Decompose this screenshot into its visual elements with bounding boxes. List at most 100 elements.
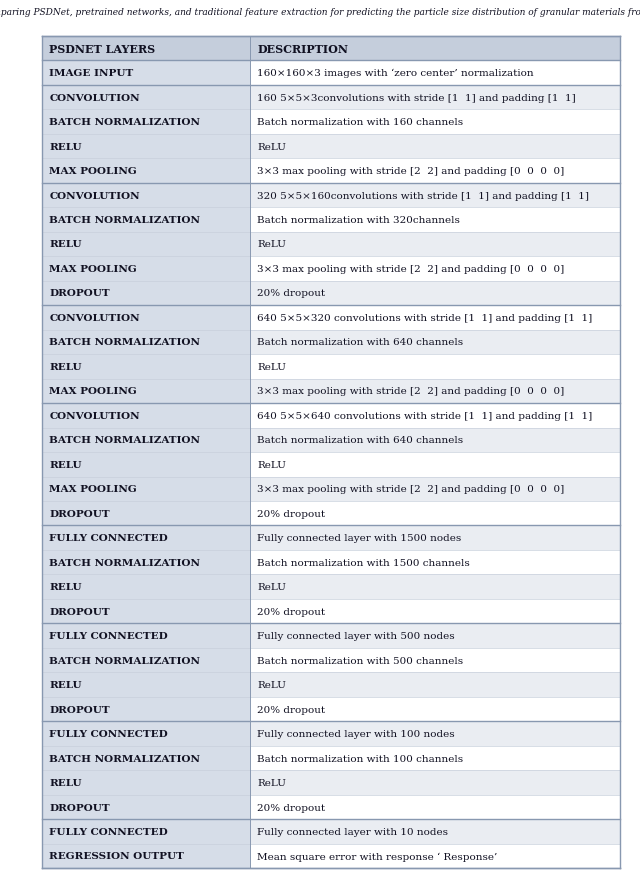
Bar <box>250 183 620 208</box>
Text: BATCH NORMALIZATION: BATCH NORMALIZATION <box>49 753 200 763</box>
Bar <box>42 403 250 428</box>
Text: MAX POOLING: MAX POOLING <box>49 265 137 274</box>
Text: Batch normalization with 320channels: Batch normalization with 320channels <box>257 216 460 225</box>
Bar <box>42 526 250 551</box>
Text: 3×3 max pooling with stride [2  2] and padding [0  0  0  0]: 3×3 max pooling with stride [2 2] and pa… <box>257 387 564 396</box>
Text: 20% dropout: 20% dropout <box>257 289 326 298</box>
Bar <box>250 746 620 770</box>
Bar <box>42 379 250 403</box>
Bar <box>250 477 620 502</box>
Text: BATCH NORMALIZATION: BATCH NORMALIZATION <box>49 558 200 567</box>
Text: DROPOUT: DROPOUT <box>49 802 110 811</box>
Text: ReLU: ReLU <box>257 240 286 249</box>
Text: MAX POOLING: MAX POOLING <box>49 485 137 494</box>
Text: ReLU: ReLU <box>257 681 286 689</box>
Bar <box>250 331 620 354</box>
Text: 20% dropout: 20% dropout <box>257 705 326 714</box>
Text: Fully connected layer with 100 nodes: Fully connected layer with 100 nodes <box>257 730 455 738</box>
Text: DROPOUT: DROPOUT <box>49 607 110 616</box>
Text: RELU: RELU <box>49 240 82 249</box>
Text: ReLU: ReLU <box>257 142 286 152</box>
Bar <box>42 551 250 574</box>
Text: 640 5×5×320 convolutions with stride [1  1] and padding [1  1]: 640 5×5×320 convolutions with stride [1 … <box>257 314 593 323</box>
Text: Fully connected layer with 500 nodes: Fully connected layer with 500 nodes <box>257 631 455 640</box>
Bar <box>42 306 250 331</box>
Bar <box>250 770 620 795</box>
Text: 3×3 max pooling with stride [2  2] and padding [0  0  0  0]: 3×3 max pooling with stride [2 2] and pa… <box>257 167 564 175</box>
Text: MAX POOLING: MAX POOLING <box>49 387 137 396</box>
Text: DROPOUT: DROPOUT <box>49 510 110 518</box>
Text: BATCH NORMALIZATION: BATCH NORMALIZATION <box>49 338 200 347</box>
Bar <box>250 232 620 257</box>
Bar <box>42 183 250 208</box>
Text: Batch normalization with 160 channels: Batch normalization with 160 channels <box>257 118 463 127</box>
Bar <box>250 574 620 599</box>
Bar <box>42 770 250 795</box>
Text: BATCH NORMALIZATION: BATCH NORMALIZATION <box>49 118 200 127</box>
Bar <box>250 257 620 282</box>
Text: Batch normalization with 100 channels: Batch normalization with 100 channels <box>257 753 463 763</box>
Text: DROPOUT: DROPOUT <box>49 289 110 298</box>
Text: Batch normalization with 500 channels: Batch normalization with 500 channels <box>257 656 463 665</box>
Text: RELU: RELU <box>49 582 82 591</box>
Bar <box>42 795 250 819</box>
Text: 160 5×5×3convolutions with stride [1  1] and padding [1  1]: 160 5×5×3convolutions with stride [1 1] … <box>257 94 576 103</box>
Text: RELU: RELU <box>49 460 82 469</box>
Text: FULLY CONNECTED: FULLY CONNECTED <box>49 827 168 836</box>
Text: 160×160×3 images with ‘zero center’ normalization: 160×160×3 images with ‘zero center’ norm… <box>257 69 534 78</box>
Bar <box>42 37 620 61</box>
Bar <box>250 135 620 159</box>
Text: Fully connected layer with 1500 nodes: Fully connected layer with 1500 nodes <box>257 533 461 543</box>
Text: CONVOLUTION: CONVOLUTION <box>49 411 140 420</box>
Text: ReLU: ReLU <box>257 778 286 788</box>
Bar <box>42 453 250 477</box>
Bar <box>42 673 250 697</box>
Text: 3×3 max pooling with stride [2  2] and padding [0  0  0  0]: 3×3 max pooling with stride [2 2] and pa… <box>257 485 564 494</box>
Bar <box>250 819 620 844</box>
Bar <box>42 282 250 306</box>
Bar <box>250 403 620 428</box>
Text: IMAGE INPUT: IMAGE INPUT <box>49 69 134 78</box>
Bar <box>42 819 250 844</box>
Bar <box>42 648 250 673</box>
Bar <box>42 232 250 257</box>
Text: DROPOUT: DROPOUT <box>49 705 110 714</box>
Text: RELU: RELU <box>49 681 82 689</box>
Bar <box>250 111 620 135</box>
Text: CONVOLUTION: CONVOLUTION <box>49 314 140 323</box>
Text: FULLY CONNECTED: FULLY CONNECTED <box>49 533 168 543</box>
Bar <box>42 477 250 502</box>
Bar <box>42 86 250 111</box>
Text: 640 5×5×640 convolutions with stride [1  1] and padding [1  1]: 640 5×5×640 convolutions with stride [1 … <box>257 411 593 420</box>
Bar <box>42 844 250 868</box>
Text: CONVOLUTION: CONVOLUTION <box>49 94 140 103</box>
Text: BATCH NORMALIZATION: BATCH NORMALIZATION <box>49 436 200 445</box>
Bar <box>250 86 620 111</box>
Bar <box>42 135 250 159</box>
Bar <box>250 551 620 574</box>
Bar <box>42 428 250 453</box>
Bar <box>42 599 250 624</box>
Text: Mean square error with response ‘ Response’: Mean square error with response ‘ Respon… <box>257 852 498 860</box>
Bar <box>250 306 620 331</box>
Text: RELU: RELU <box>49 778 82 788</box>
Text: Batch normalization with 640 channels: Batch normalization with 640 channels <box>257 436 463 445</box>
Bar <box>42 697 250 722</box>
Bar <box>42 746 250 770</box>
Bar <box>42 574 250 599</box>
Bar <box>250 673 620 697</box>
Text: Fully connected layer with 10 nodes: Fully connected layer with 10 nodes <box>257 827 449 836</box>
Text: MAX POOLING: MAX POOLING <box>49 167 137 175</box>
Text: FULLY CONNECTED: FULLY CONNECTED <box>49 631 168 640</box>
Text: 3×3 max pooling with stride [2  2] and padding [0  0  0  0]: 3×3 max pooling with stride [2 2] and pa… <box>257 265 564 274</box>
Bar <box>250 453 620 477</box>
Bar <box>250 795 620 819</box>
Bar <box>250 61 620 86</box>
Text: 320 5×5×160convolutions with stride [1  1] and padding [1  1]: 320 5×5×160convolutions with stride [1 1… <box>257 191 589 200</box>
Bar <box>250 844 620 868</box>
Text: REGRESSION OUTPUT: REGRESSION OUTPUT <box>49 852 184 860</box>
Bar <box>250 624 620 648</box>
Bar <box>42 61 250 86</box>
Text: 20% dropout: 20% dropout <box>257 607 326 616</box>
Bar <box>42 159 250 183</box>
